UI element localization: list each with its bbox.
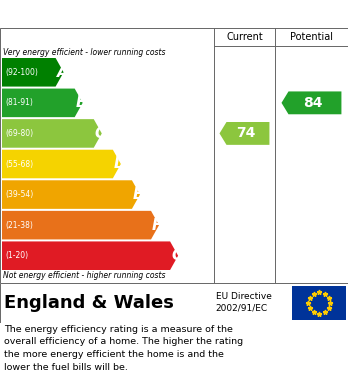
Polygon shape xyxy=(2,241,178,270)
Text: (92-100): (92-100) xyxy=(5,68,38,77)
Polygon shape xyxy=(282,91,341,114)
Text: (81-91): (81-91) xyxy=(5,99,33,108)
Text: B: B xyxy=(76,95,87,110)
Text: 84: 84 xyxy=(303,96,323,110)
Text: Energy Efficiency Rating: Energy Efficiency Rating xyxy=(10,7,220,22)
Text: The energy efficiency rating is a measure of the
overall efficiency of a home. T: The energy efficiency rating is a measur… xyxy=(4,325,243,371)
Text: EU Directive
2002/91/EC: EU Directive 2002/91/EC xyxy=(216,292,272,312)
Text: (21-38): (21-38) xyxy=(5,221,33,230)
Text: Very energy efficient - lower running costs: Very energy efficient - lower running co… xyxy=(3,48,166,57)
Polygon shape xyxy=(2,150,121,178)
Polygon shape xyxy=(2,211,159,239)
Text: A: A xyxy=(57,65,68,80)
Polygon shape xyxy=(2,180,140,209)
Polygon shape xyxy=(2,119,102,148)
Text: F: F xyxy=(152,218,163,233)
Polygon shape xyxy=(220,122,269,145)
Text: Potential: Potential xyxy=(290,32,333,42)
Text: Current: Current xyxy=(226,32,263,42)
Text: Not energy efficient - higher running costs: Not energy efficient - higher running co… xyxy=(3,271,166,280)
Text: 74: 74 xyxy=(237,126,256,140)
Text: England & Wales: England & Wales xyxy=(4,294,174,312)
Text: E: E xyxy=(133,187,143,202)
Text: D: D xyxy=(114,156,126,172)
Text: (69-80): (69-80) xyxy=(5,129,33,138)
Text: (39-54): (39-54) xyxy=(5,190,33,199)
Polygon shape xyxy=(2,58,64,86)
Text: G: G xyxy=(171,248,184,263)
Bar xyxy=(292,286,346,320)
Text: (55-68): (55-68) xyxy=(5,160,33,169)
Polygon shape xyxy=(2,89,83,117)
Text: (1-20): (1-20) xyxy=(5,251,28,260)
Text: C: C xyxy=(95,126,106,141)
